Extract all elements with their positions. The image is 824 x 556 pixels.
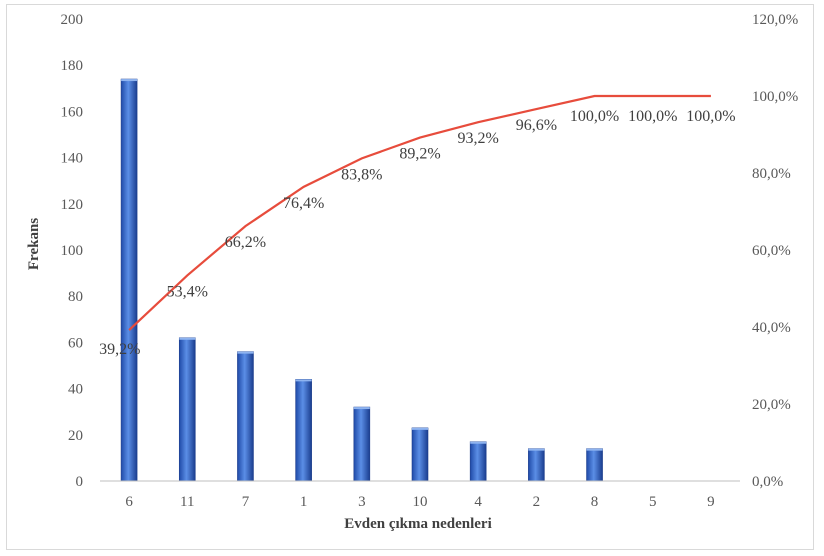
y-tick-label: 160: [61, 104, 84, 120]
x-tick-label: 2: [533, 494, 541, 510]
y2-tick-label: 40,0%: [752, 320, 791, 336]
y-axis-right-ticks: 0,0% 20,0% 40,0% 60,0% 80,0% 100,0% 120,0%: [752, 12, 798, 490]
cumulative-label: 83,8%: [341, 166, 382, 183]
y-tick-label: 100: [61, 243, 84, 259]
cumulative-labels: 39,2% 53,4% 66,2% 76,4% 83,8% 89,2% 93,2% 96,6%…: [99, 108, 735, 358]
cumulative-label: 100,0%: [570, 108, 619, 125]
bar: [469, 441, 487, 482]
y-tick-label: 120: [61, 197, 84, 213]
x-tick-label: 1: [300, 494, 308, 510]
bar: [411, 427, 429, 482]
cumulative-label: 96,6%: [516, 117, 557, 134]
x-tick-label: 8: [591, 494, 599, 510]
cumulative-label: 39,2%: [99, 341, 140, 358]
x-tick-label: 5: [649, 494, 657, 510]
x-tick-label: 10: [413, 494, 428, 510]
x-axis-ticks: 6 11 7 1 3 10 4 2 8 5 9: [125, 494, 714, 510]
y2-tick-label: 0,0%: [752, 474, 783, 490]
bar-top-highlight: [353, 407, 370, 410]
cumulative-label: 53,4%: [167, 283, 208, 300]
cumulative-label: 89,2%: [399, 146, 440, 163]
cumulative-label: 93,2%: [458, 130, 499, 147]
y-tick-label: 140: [61, 151, 84, 167]
bar-top-highlight: [237, 351, 254, 354]
x-tick-label: 6: [125, 494, 133, 510]
y-tick-label: 0: [76, 474, 84, 490]
y2-tick-label: 80,0%: [752, 166, 791, 182]
bar: [528, 448, 545, 482]
y-tick-label: 60: [68, 335, 83, 351]
y2-tick-label: 100,0%: [752, 89, 798, 105]
bar: [120, 78, 138, 482]
x-axis-title: Evden çıkma nedenleri: [344, 516, 492, 532]
cumulative-label: 76,4%: [283, 195, 324, 212]
bar-top-highlight: [470, 441, 487, 444]
y2-tick-label: 120,0%: [752, 12, 798, 28]
cumulative-label: 66,2%: [225, 234, 266, 251]
y2-tick-label: 60,0%: [752, 243, 791, 259]
bar: [586, 448, 603, 482]
bar-top-highlight: [528, 448, 545, 451]
y-axis-title: Frekans: [26, 218, 42, 270]
bars: [120, 78, 603, 482]
bar-top-highlight: [412, 427, 428, 430]
y-tick-label: 20: [68, 428, 83, 444]
x-tick-label: 3: [358, 494, 366, 510]
x-tick-label: 4: [474, 494, 482, 510]
bar-top-highlight: [295, 379, 312, 382]
cumulative-label: 100,0%: [686, 108, 735, 125]
bar-top-highlight: [121, 79, 138, 82]
cumulative-line: [128, 94, 711, 331]
y-tick-label: 200: [61, 12, 84, 28]
bar: [178, 337, 196, 482]
bar-top-highlight: [586, 448, 603, 451]
x-tick-label: 7: [242, 494, 250, 510]
bar-top-highlight: [179, 337, 196, 340]
bar: [353, 406, 371, 482]
cumulative-label: 100,0%: [628, 108, 677, 125]
y-tick-label: 180: [61, 58, 84, 74]
y-tick-label: 80: [68, 289, 83, 305]
x-tick-label: 9: [707, 494, 715, 510]
x-tick-label: 11: [180, 494, 194, 510]
y-axis-left-ticks: 0 20 40 60 80 100 120 140 160 180 200: [61, 12, 84, 490]
bar: [295, 379, 312, 482]
bar: [237, 351, 254, 482]
y-tick-label: 40: [68, 382, 83, 398]
y2-tick-label: 20,0%: [752, 397, 791, 413]
